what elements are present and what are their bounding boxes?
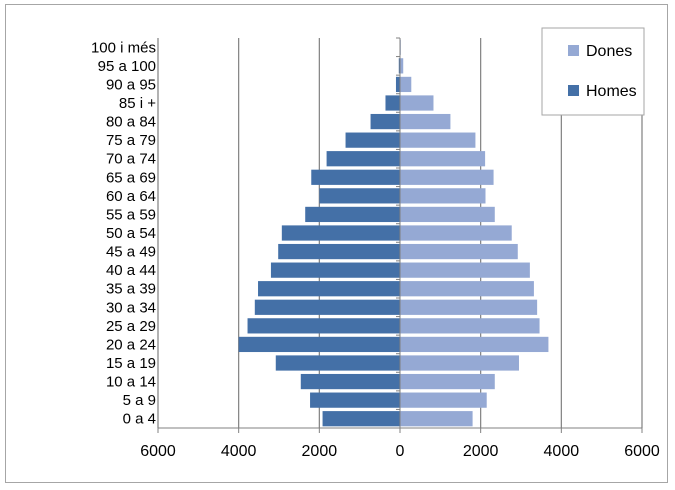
bar-homes-6: Homes 30 a 34: 3600: [255, 300, 400, 315]
category-label-16: 80 a 84: [106, 114, 156, 131]
x-tick-label-4: 2000: [463, 443, 499, 460]
bar-dones-2: Dones 10 a 14: 2350: [400, 374, 495, 389]
legend-label-dones: Dones: [586, 43, 632, 60]
category-label-6: 30 a 34: [106, 299, 156, 316]
category-label-7: 35 a 39: [106, 281, 156, 298]
category-label-0: 0 a 4: [123, 411, 156, 428]
bar-dones-13: Dones 65 a 69: 2320: [400, 170, 494, 185]
legend-swatch-homes: [568, 85, 579, 96]
x-tick-label-2: 2000: [302, 443, 338, 460]
bar-homes-8: Homes 40 a 44: 3200: [271, 263, 400, 278]
bar-homes-4: Homes 20 a 24: 4000: [239, 337, 400, 352]
legend: Dones Homes: [542, 28, 644, 115]
bar-homes-1: Homes 5 a 9: 2230: [310, 393, 400, 408]
category-label-13: 65 a 69: [106, 169, 156, 186]
x-tick-label-6: 6000: [624, 443, 660, 460]
bar-homes-17: Homes 85 i +: 360: [385, 95, 400, 110]
bars: Dones 0 a 4: 1800 Dones 5 a 9: 2150 Dones …: [239, 40, 549, 427]
category-label-5: 25 a 29: [106, 318, 156, 335]
category-label-11: 55 a 59: [106, 206, 156, 223]
x-tick-labels: 6000 4000 2000 0 2000 4000 6000: [140, 443, 660, 460]
bar-dones-0: Dones 0 a 4: 1800: [400, 411, 473, 426]
x-tick-label-3: 0: [396, 443, 405, 460]
bar-dones-11: Dones 55 a 59: 2350: [400, 207, 495, 222]
bar-dones-5: Dones 25 a 29: 3460: [400, 318, 540, 333]
x-tick-label-0: 6000: [140, 443, 176, 460]
category-label-8: 40 a 44: [106, 262, 156, 279]
x-tick-label-1: 4000: [221, 443, 257, 460]
bar-dones-15: Dones 75 a 79: 1870: [400, 133, 475, 148]
category-label-15: 75 a 79: [106, 132, 156, 149]
bar-dones-1: Dones 5 a 9: 2150: [400, 393, 487, 408]
bar-dones-9: Dones 45 a 49: 2920: [400, 244, 518, 259]
bar-homes-18: Homes 90 a 95: 100: [396, 77, 400, 92]
category-label-9: 45 a 49: [106, 244, 156, 261]
category-label-17: 85 i +: [119, 95, 156, 112]
x-tick-label-5: 4000: [544, 443, 580, 460]
bar-dones-8: Dones 40 a 44: 3220: [400, 263, 530, 278]
bar-homes-7: Homes 35 a 39: 3520: [258, 281, 400, 296]
bar-dones-12: Dones 60 a 64: 2120: [400, 188, 486, 203]
bar-homes-5: Homes 25 a 29: 3780: [248, 318, 400, 333]
bar-homes-3: Homes 15 a 19: 3080: [276, 355, 400, 370]
bar-homes-16: Homes 80 a 84: 730: [371, 114, 400, 129]
bar-homes-14: Homes 70 a 74: 1820: [327, 151, 400, 166]
category-label-1: 5 a 9: [123, 392, 156, 409]
bar-homes-12: Homes 60 a 64: 2000: [319, 188, 400, 203]
bar-dones-4: Dones 20 a 24: 3680: [400, 337, 548, 352]
legend-swatch-dones: [568, 45, 579, 56]
category-label-3: 15 a 19: [106, 355, 156, 372]
category-label-18: 90 a 95: [106, 76, 156, 93]
bar-dones-17: Dones 85 i +: 830: [400, 95, 433, 110]
bar-homes-9: Homes 45 a 49: 3020: [278, 244, 400, 259]
bar-dones-7: Dones 35 a 39: 3320: [400, 281, 534, 296]
category-label-10: 50 a 54: [106, 225, 156, 242]
bar-dones-3: Dones 15 a 19: 2950: [400, 355, 519, 370]
bar-dones-10: Dones 50 a 54: 2770: [400, 225, 512, 240]
bar-dones-16: Dones 80 a 84: 1250: [400, 114, 450, 129]
category-label-12: 60 a 64: [106, 188, 156, 205]
legend-label-homes: Homes: [586, 83, 637, 100]
bar-dones-6: Dones 30 a 34: 3400: [400, 300, 537, 315]
bar-homes-15: Homes 75 a 79: 1350: [346, 133, 400, 148]
category-label-19: 95 a 100: [98, 58, 156, 75]
category-label-20: 100 i més: [91, 39, 156, 56]
category-label-4: 20 a 24: [106, 336, 156, 353]
bar-homes-2: Homes 10 a 14: 2460: [301, 374, 400, 389]
bar-dones-14: Dones 70 a 74: 2110: [400, 151, 485, 166]
category-label-2: 10 a 14: [106, 374, 156, 391]
bar-homes-13: Homes 65 a 69: 2200: [311, 170, 400, 185]
legend-box: [542, 28, 644, 115]
category-label-14: 70 a 74: [106, 151, 156, 168]
bar-homes-11: Homes 55 a 59: 2350: [305, 207, 400, 222]
bar-dones-18: Dones 90 a 95: 280: [400, 77, 411, 92]
